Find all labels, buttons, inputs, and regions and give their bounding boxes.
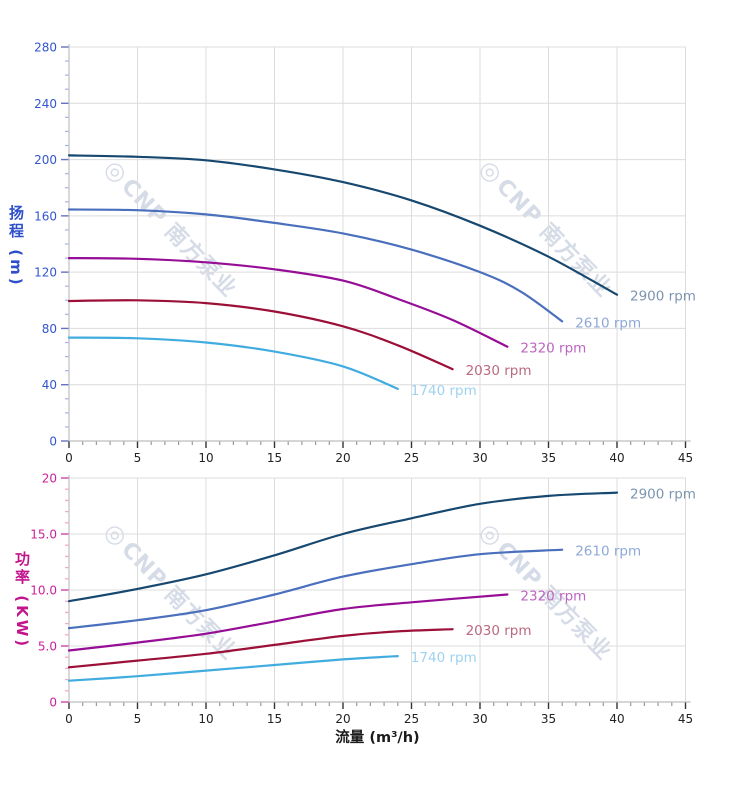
x-tick-label: 0 (65, 712, 73, 726)
watermark: ◎CNP 南方泵业 (473, 152, 621, 303)
curve-label-2320rpm: 2320 rpm (520, 341, 586, 357)
curve-label-2030rpm: 2030 rpm (466, 623, 532, 639)
x-tick-label: 10 (198, 712, 213, 726)
x-tick-label: 15 (267, 451, 282, 465)
x-tick-label: 10 (198, 451, 213, 465)
watermark-text: CNP 南方泵业 (491, 174, 617, 303)
x-tick-label: 5 (134, 451, 142, 465)
y-tick-label: 240 (34, 97, 57, 111)
power-curve-chart: 0 5.0 10.0 15.0 20 0 5 10 15 20 25 30 35 40 45 2900 rpm… (30, 472, 696, 727)
x-tick-label: 30 (472, 451, 487, 465)
y-tick-label: 280 (34, 41, 57, 55)
curve-label-2610rpm: 2610 rpm (575, 315, 641, 331)
x-tick-label: 45 (678, 712, 693, 726)
x-tick-label: 35 (541, 712, 556, 726)
y-tick-label: 0 (49, 696, 57, 710)
curve-2320rpm (67, 593, 509, 652)
x-tick-label: 45 (678, 451, 693, 465)
x-tick-label: 0 (65, 451, 73, 465)
y-tick-label: 200 (34, 153, 57, 167)
watermark-text: CNP 南方泵业 (116, 174, 242, 303)
y-tick-label: 160 (34, 209, 57, 223)
head-axis-title: 扬程 (m) (7, 205, 25, 288)
y-tick-label: 20 (42, 472, 57, 486)
curve-label-2900rpm: 2900 rpm (630, 289, 696, 305)
watermark: ◎CNP 南方泵业 (98, 152, 246, 303)
x-tick-label: 5 (134, 712, 142, 726)
y-tick-label: 120 (34, 266, 57, 280)
head-curve-chart: 0 40 80 120 160 200 240 280 0 5 10 15 20 25 30 35 40 45 29… (34, 41, 696, 466)
y-tick-label: 5.0 (38, 640, 57, 654)
curve-1740rpm (67, 336, 399, 390)
curve-label-2900rpm: 2900 rpm (630, 487, 696, 503)
watermark: ◎CNP 南方泵业 (473, 515, 621, 666)
x-tick-label: 40 (609, 451, 624, 465)
x-tick-label: 25 (404, 451, 419, 465)
x-tick-label: 30 (472, 712, 487, 726)
x-tick-label: 40 (609, 712, 624, 726)
curve-label-1740rpm: 1740 rpm (411, 383, 477, 399)
x-tick-label: 20 (335, 451, 350, 465)
y-tick-label: 40 (42, 378, 57, 392)
x-tick-label: 35 (541, 451, 556, 465)
curve-2610rpm (67, 208, 564, 323)
y-tick-label: 15.0 (30, 528, 57, 542)
y-tick-label: 10.0 (30, 584, 57, 598)
curve-label-2610rpm: 2610 rpm (575, 544, 641, 560)
watermark: ◎CNP 南方泵业 (98, 515, 246, 666)
curve-2030rpm (67, 628, 454, 669)
curve-1740rpm (67, 655, 399, 682)
curve-2320rpm (67, 257, 509, 348)
power-axis-title: 功率 (KW) (13, 551, 31, 650)
y-tick-label: 80 (42, 322, 57, 336)
x-tick-label: 15 (267, 712, 282, 726)
y-tick-label: 0 (49, 435, 57, 449)
flow-axis-title: 流量 (m³/h) (335, 730, 420, 746)
x-tick-label: 20 (335, 712, 350, 726)
curve-label-2030rpm: 2030 rpm (466, 363, 532, 379)
watermark-text: CNP 南方泵业 (116, 537, 242, 666)
watermark-text: CNP 南方泵业 (491, 537, 617, 666)
curve-label-1740rpm: 1740 rpm (411, 650, 477, 666)
curve-2030rpm (67, 299, 454, 371)
x-tick-label: 25 (404, 712, 419, 726)
